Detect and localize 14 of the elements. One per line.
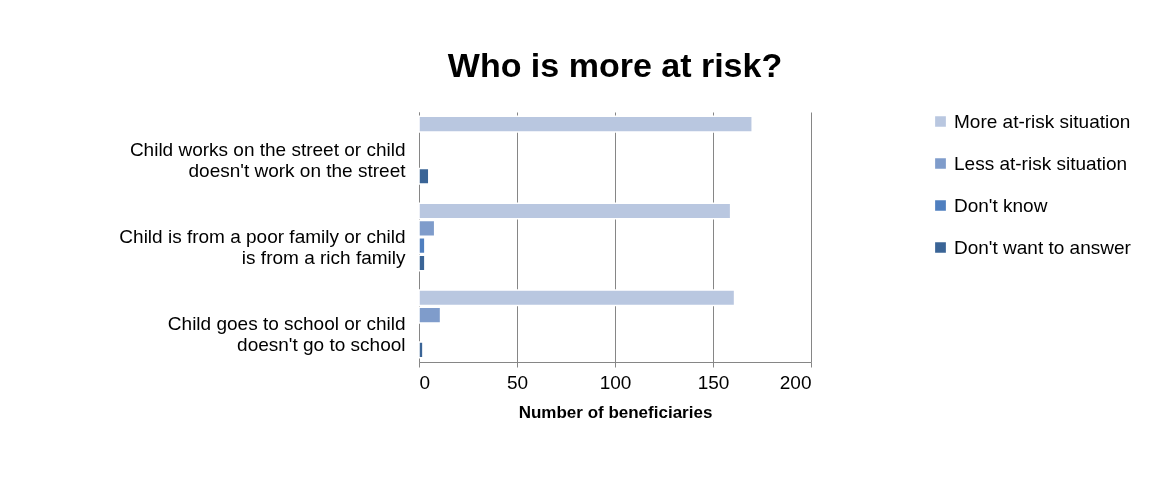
chart-title: Who is more at risk? — [447, 46, 783, 84]
x-tick-label: 150 — [697, 371, 730, 393]
legend-label: More at-risk situation — [954, 110, 1131, 132]
y-tick-label: Child is from a poor family or child is from a rich family — [119, 226, 406, 268]
x-tick-label: 100 — [599, 371, 632, 393]
x-tick-label: 50 — [506, 371, 529, 393]
y-tick-label: Child goes to school or child doesn't go to school — [167, 312, 406, 355]
x-tick-label: 0 — [419, 371, 431, 393]
x-tick-label: 200 — [779, 371, 812, 393]
legend-label: Don't want to answer — [954, 236, 1132, 258]
y-tick-label: Child works on the street or child doesn't work on the street — [129, 139, 407, 182]
x-axis-title: Number of beneficiaries — [518, 402, 713, 422]
legend-label: Less at-risk situation — [954, 152, 1128, 174]
legend-label: Don't know — [954, 194, 1048, 216]
